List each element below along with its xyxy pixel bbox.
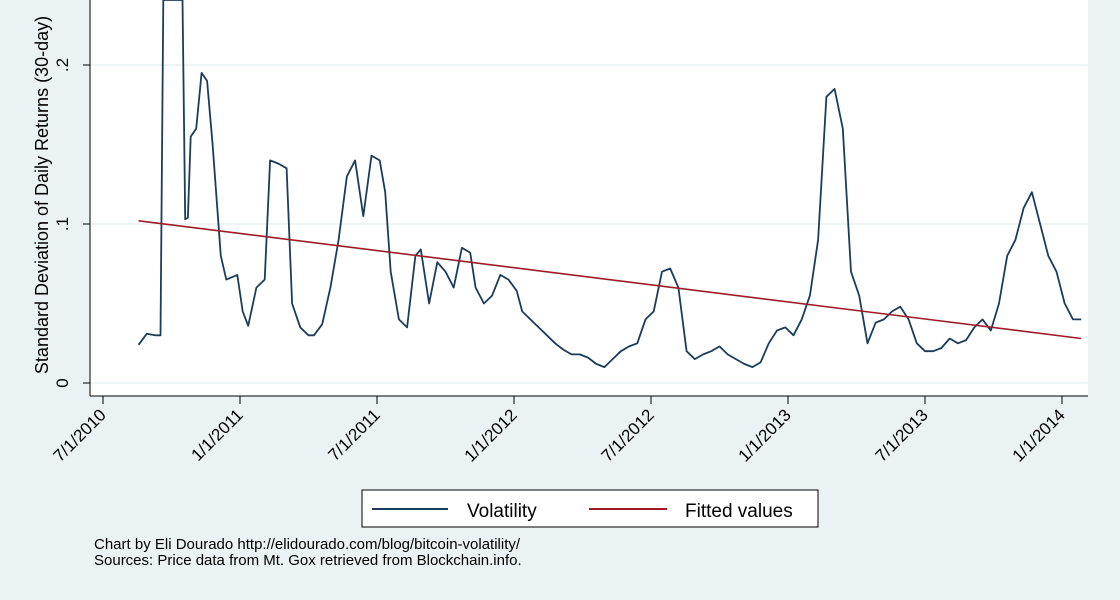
fitted-values-line — [138, 220, 1082, 340]
chart-source-note: Sources: Price data from Mt. Gox retriev… — [94, 552, 522, 569]
y-tick-label: .1 — [53, 217, 72, 231]
legend-label-volatility: Volatility — [467, 501, 537, 522]
volatility-series-line — [137, 0, 1082, 369]
plot-area — [90, 0, 1088, 396]
x-tick-label: 1/1/2011 — [187, 405, 246, 464]
legend: Volatility Fitted values — [361, 489, 819, 528]
x-tick-label: 1/1/2014 — [1009, 405, 1069, 465]
y-axis-title: Standard Deviation of Daily Returns (30-… — [32, 16, 52, 374]
y-axis-ticks: 0 .1 .2 — [53, 58, 90, 388]
x-tick-label: 1/1/2013 — [735, 405, 795, 465]
y-tick-label: 0 — [53, 378, 72, 387]
grid-lines — [90, 64, 1088, 384]
x-tick-label: 7/1/2012 — [598, 405, 658, 465]
chart-credit-note: Chart by Eli Dourado http://elidourado.c… — [94, 536, 521, 553]
series-group — [137, 0, 1082, 369]
x-tick-label: 7/1/2013 — [872, 405, 932, 465]
y-tick-label: .2 — [53, 58, 72, 72]
legend-label-fitted: Fitted values — [685, 501, 793, 522]
x-tick-label: 7/1/2010 — [50, 405, 110, 465]
x-axis-ticks: 7/1/2010 1/1/2011 7/1/2011 1/1/2012 7/1/2012… — [50, 396, 1069, 466]
x-tick-label: 1/1/2012 — [461, 405, 521, 465]
x-tick-label: 7/1/2011 — [324, 405, 383, 464]
